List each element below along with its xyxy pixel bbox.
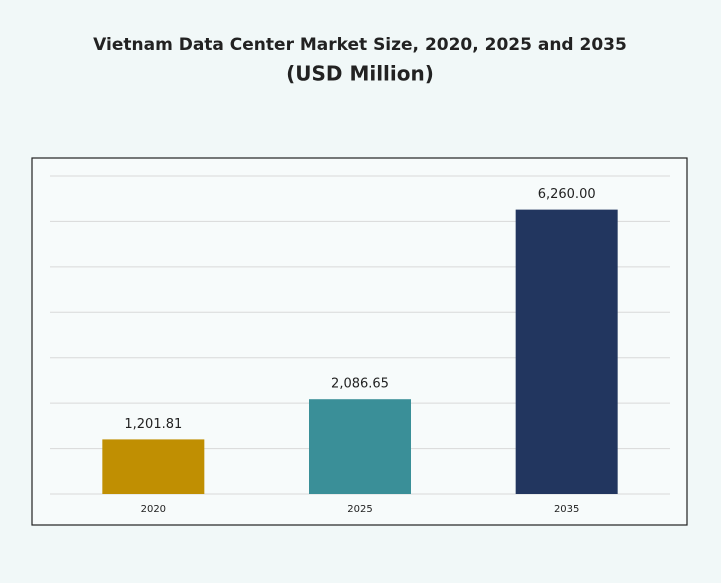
value-label: 2,086.65 xyxy=(331,377,389,392)
bar xyxy=(102,439,205,494)
value-label: 6,260.00 xyxy=(538,187,596,202)
x-tick-label: 2020 xyxy=(141,504,166,515)
value-label: 1,201.81 xyxy=(124,417,182,432)
chart-subtitle: (USD Million) xyxy=(286,62,434,86)
chart-title: Vietnam Data Center Market Size, 2020, 2… xyxy=(93,35,627,55)
bar xyxy=(515,209,618,495)
x-tick-label: 2025 xyxy=(347,504,372,515)
x-tick-label: 2035 xyxy=(554,504,579,515)
bar xyxy=(309,399,411,494)
